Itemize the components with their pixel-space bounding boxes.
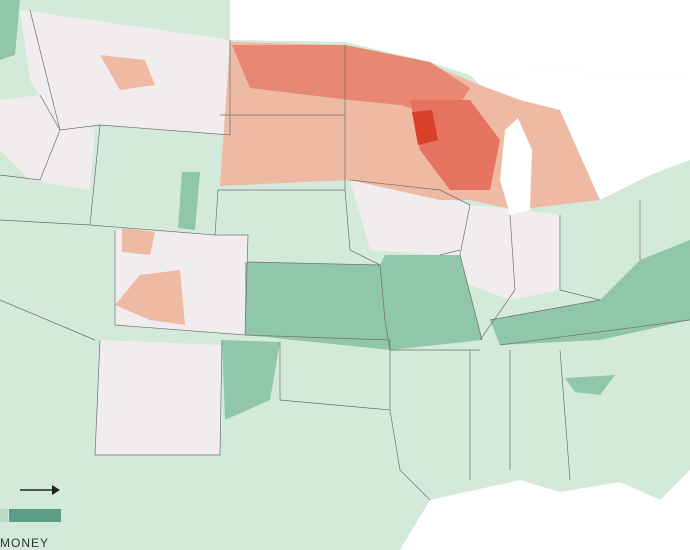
region-green [490, 240, 690, 345]
region-green [245, 255, 482, 350]
canada [230, 0, 690, 80]
region-gray [0, 95, 95, 190]
legend-label: MONEY [0, 536, 49, 550]
region-salmon [100, 55, 155, 90]
region-green [222, 340, 280, 420]
legend-swatch [9, 509, 61, 522]
region-gray [95, 340, 222, 455]
region-salmon [122, 228, 155, 255]
region-green [565, 375, 615, 395]
ocean [400, 470, 690, 550]
region-red-core [412, 110, 438, 145]
region-salmon [115, 270, 185, 325]
lake [500, 118, 532, 215]
legend-arrow-head [52, 485, 60, 495]
state-borders [0, 9, 690, 501]
lake [470, 70, 690, 200]
region-green [178, 172, 200, 230]
region-gray [350, 180, 560, 300]
region-green [0, 0, 20, 60]
legend-swatch [0, 509, 8, 522]
